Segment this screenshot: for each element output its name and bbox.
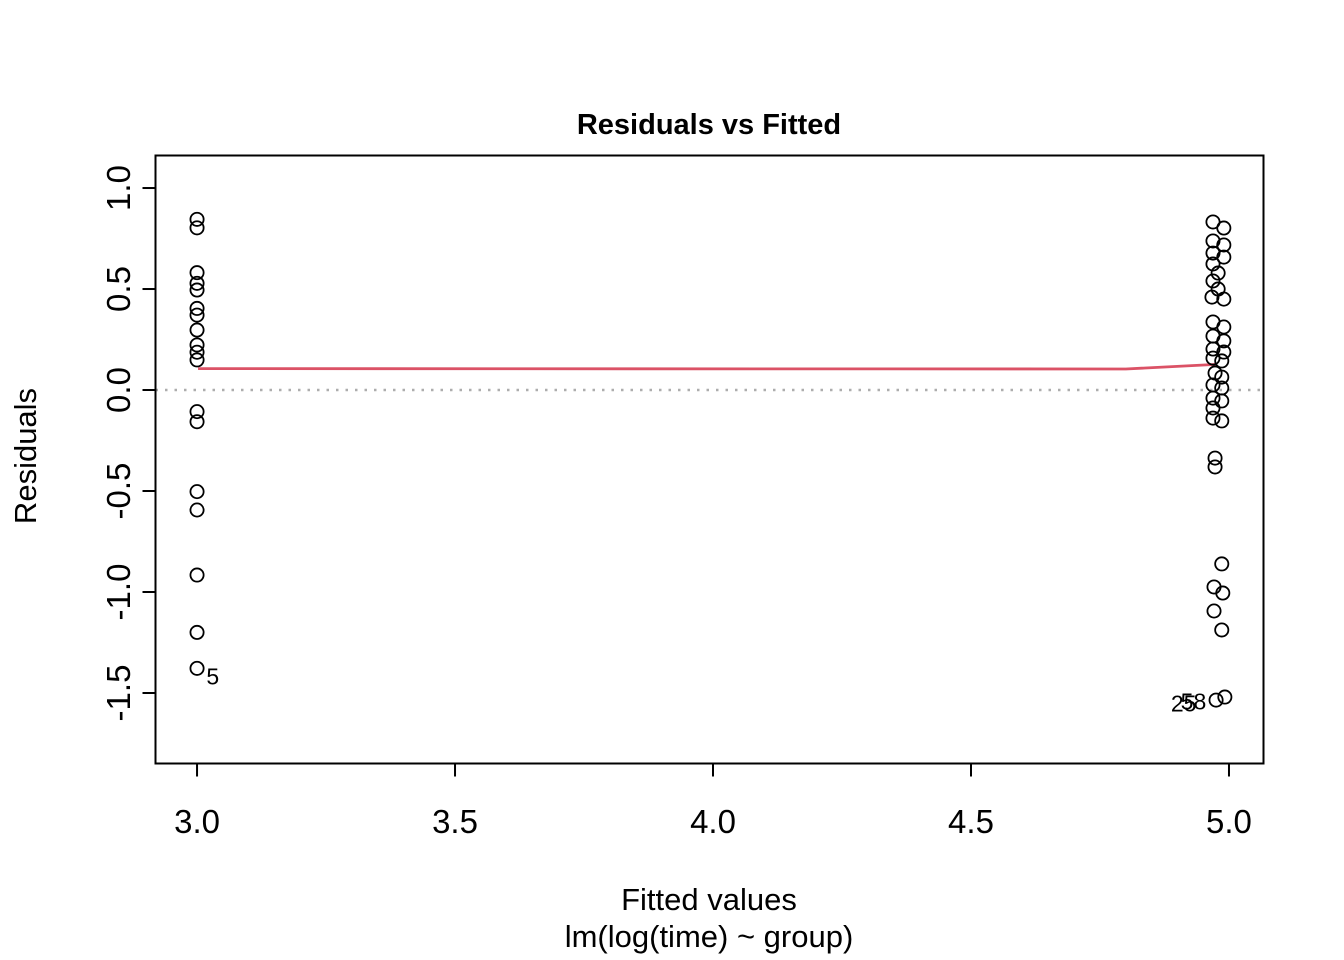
data-point-circle [1216, 237, 1232, 253]
data-point-circle [1206, 603, 1222, 619]
data-point-circle [189, 484, 205, 500]
data-point-circle [189, 660, 205, 676]
x-tick-label: 4.5 [948, 803, 994, 840]
data-point-circle [1216, 249, 1232, 265]
data-point-circle [1216, 220, 1232, 236]
data-point-circle [1208, 692, 1224, 708]
data-point-circle [189, 352, 205, 368]
y-tick-label: 0.5 [100, 266, 137, 312]
y-tick-label: -0.5 [100, 463, 137, 520]
data-point-circle [189, 344, 205, 360]
outlier-point-label: 5 [206, 663, 219, 689]
data-point-circle [189, 220, 205, 236]
data-point-circle [1214, 353, 1230, 369]
data-point-circle [1215, 585, 1231, 601]
y-tick-label: 0.0 [100, 367, 137, 413]
data-point-circle [1205, 350, 1221, 366]
data-point-circle [1217, 689, 1233, 705]
data-point-circle [1205, 400, 1221, 416]
data-point-circle [1205, 341, 1221, 357]
y-tick-label: 1.0 [100, 165, 137, 211]
outlier-point-label: 58 [1181, 688, 1207, 714]
data-point-circle [189, 414, 205, 430]
data-point-circle [1214, 369, 1230, 385]
outlier-point-label: 25 [1171, 691, 1197, 717]
data-point-circle [189, 300, 205, 316]
data-point-circle [1214, 393, 1230, 409]
data-point-circle [189, 404, 205, 420]
x-tick-label: 3.5 [432, 803, 478, 840]
y-tick-label: -1.5 [100, 665, 137, 722]
data-point-circle [1214, 413, 1230, 429]
smoother-line [198, 362, 1217, 371]
data-point-circle [189, 502, 205, 518]
x-tick-label: 5.0 [1206, 803, 1252, 840]
data-point-circle [189, 265, 205, 281]
data-point-circle [189, 322, 205, 338]
data-point-circle [189, 307, 205, 323]
data-point-circle [189, 275, 205, 291]
data-point-circle [189, 282, 205, 298]
x-tick-label: 4.0 [690, 803, 736, 840]
data-point-circle [1216, 319, 1232, 335]
model-formula-label: lm(log(time) ~ group) [564, 919, 854, 954]
y-axis-label: Residuals [8, 387, 43, 525]
data-point-circle [1207, 459, 1223, 475]
data-point-circle [189, 211, 205, 227]
data-point-circle [189, 337, 205, 353]
x-tick-label: 3.0 [174, 803, 220, 840]
data-point-circle [1204, 289, 1220, 305]
data-point-circle [1216, 291, 1232, 307]
data-point-circle [1205, 273, 1221, 289]
data-point-circle [189, 567, 205, 583]
chart-title: Residuals vs Fitted [576, 109, 842, 141]
x-axis-label: Fitted values [621, 882, 797, 917]
data-point-circle [189, 624, 205, 640]
data-point-circle [1210, 265, 1226, 281]
data-point-circle [1207, 450, 1223, 466]
data-point-circle [1214, 622, 1230, 638]
y-tick-label: -1.0 [100, 564, 137, 621]
plot-box [154, 154, 1265, 765]
data-point-circle [1205, 377, 1221, 393]
data-point-circle [1205, 390, 1221, 406]
data-point-circle [1214, 556, 1230, 572]
data-point-circle [1216, 333, 1232, 349]
data-point-circle [1205, 410, 1221, 426]
